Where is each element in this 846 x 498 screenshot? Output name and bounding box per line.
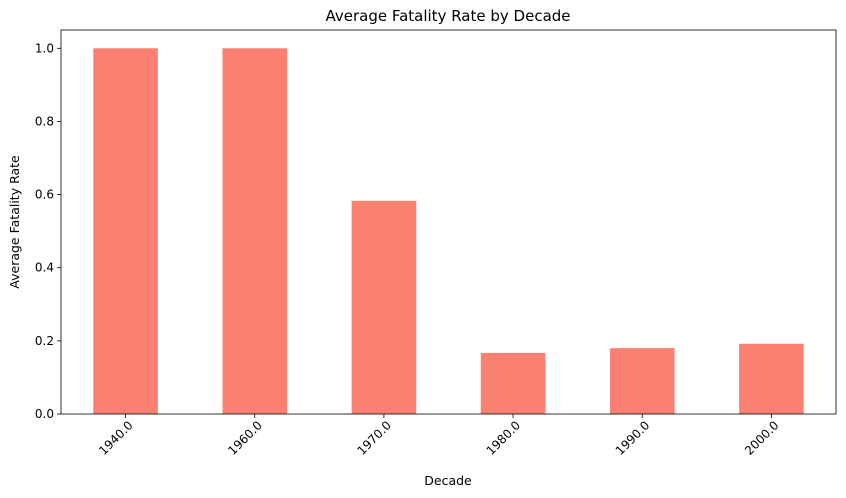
bar-1960.0 xyxy=(222,48,288,415)
y-tick-label: 1.0 xyxy=(35,41,54,55)
x-axis-label: Decade xyxy=(424,473,472,488)
plot-frame xyxy=(60,29,837,415)
bar-1970.0 xyxy=(351,200,417,414)
bars-group xyxy=(93,48,804,415)
y-axis-label: Average Fatality Rate xyxy=(7,155,22,289)
x-tick-label: 1970.0 xyxy=(354,418,394,458)
x-tick-label: 2000.0 xyxy=(742,418,782,458)
bar-1990.0 xyxy=(609,348,675,414)
y-tick-label: 0.8 xyxy=(35,114,54,128)
bar-1940.0 xyxy=(93,48,158,415)
y-tick-label: 0.4 xyxy=(35,261,54,275)
bar-1980.0 xyxy=(480,352,546,414)
bar-2000.0 xyxy=(739,343,804,414)
x-tick-label: 1960.0 xyxy=(225,418,265,458)
y-axis: 0.0 0.2 0.4 0.6 0.8 1.0 xyxy=(35,41,61,421)
x-tick-label: 1990.0 xyxy=(613,418,653,458)
y-tick-label: 0.0 xyxy=(35,407,54,421)
y-tick-label: 0.6 xyxy=(35,188,54,202)
x-tick-label: 1940.0 xyxy=(96,418,136,458)
x-axis: 1940.0 1960.0 1970.0 1980.0 1990.0 2000.0 xyxy=(96,414,782,458)
x-tick-label: 1980.0 xyxy=(484,418,524,458)
chart-title: Average Fatality Rate by Decade xyxy=(325,7,570,25)
y-tick-label: 0.2 xyxy=(35,334,54,348)
